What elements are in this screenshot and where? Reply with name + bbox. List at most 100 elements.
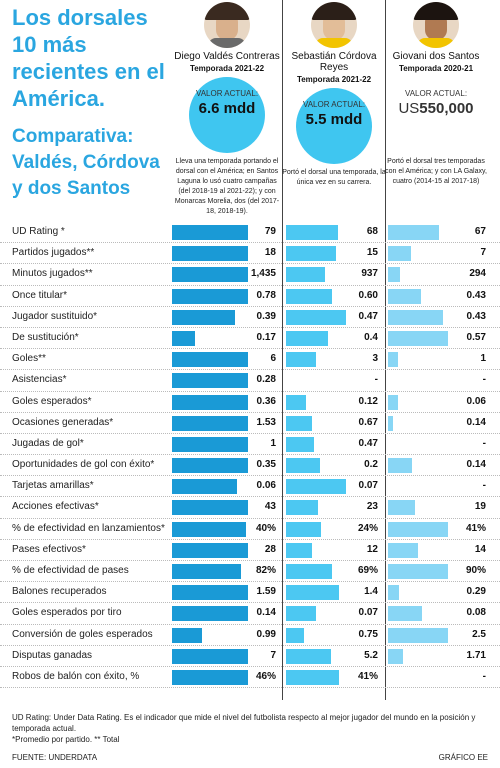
- value-valdes: 0.06: [256, 480, 276, 492]
- table-row: Jugador sustituido* 0.39 0.47 0.43: [0, 307, 500, 328]
- shirt: [417, 38, 455, 48]
- player-photo: [311, 2, 357, 48]
- bar-cordova: [286, 669, 340, 685]
- bar-valdes: [172, 500, 248, 516]
- bar-dossantos: [388, 415, 394, 431]
- stats-table: UD Rating * 79 68 67 Partidos jugados** 18 15 7…: [0, 222, 500, 689]
- bar-cordova: [286, 648, 331, 664]
- bar-dossantos: [388, 564, 448, 579]
- bar-cordova: [286, 606, 316, 622]
- row-label: Once titular*: [12, 289, 68, 301]
- value-valdes: 6: [270, 353, 276, 365]
- value-cordova: 1.4: [364, 586, 378, 598]
- value-dossantos: -: [482, 374, 486, 386]
- bar-valdes: [172, 225, 248, 240]
- bar-dossantos: [388, 542, 418, 558]
- value-bubble: VALOR ACTUAL: 6.6 mdd: [189, 77, 265, 153]
- bar-dossantos: [388, 309, 443, 325]
- bar-dossantos: [388, 246, 412, 262]
- bar-dossantos: [388, 500, 415, 516]
- row-label: Goles esperados*: [12, 395, 92, 407]
- value-amount: 5.5 mdd: [305, 111, 363, 128]
- value-dossantos: 14: [474, 543, 486, 555]
- table-row: Oportunidades de gol con éxito* 0.35 0.2 0.…: [0, 455, 500, 477]
- bar-cordova: [286, 330, 329, 346]
- bar-cordova: [286, 500, 319, 516]
- value-dossantos: 0.43: [466, 310, 486, 322]
- bar-dossantos: [388, 458, 412, 474]
- row-label: Disputas ganadas: [12, 649, 93, 661]
- value-valdes: 0.99: [256, 628, 276, 640]
- value-cordova: 68: [366, 226, 378, 237]
- value-dossantos: 7: [480, 247, 486, 259]
- value-label: VALOR ACTUAL:: [195, 89, 259, 98]
- row-label: Oportunidades de gol con éxito*: [12, 459, 155, 471]
- column-separator: [385, 0, 386, 700]
- table-row: Ocasiones generadas* 1.53 0.67 0.14: [0, 413, 500, 434]
- row-label: % de efectividad de pases: [12, 565, 129, 576]
- row-label: Minutos jugados**: [12, 268, 93, 280]
- value-dossantos: 2.5: [472, 628, 486, 640]
- value-valdes: 0.78: [256, 289, 276, 301]
- value-cordova: 0.12: [358, 395, 378, 407]
- value-dossantos: 0.43: [466, 289, 486, 301]
- row-label: Conversión de goles esperados: [12, 628, 153, 640]
- row-label: Jugadas de gol*: [12, 437, 84, 449]
- table-row: Jugadas de gol* 1 0.47 -: [0, 434, 500, 456]
- value-dossantos: 0.06: [466, 395, 486, 407]
- row-label: Partidos jugados**: [12, 247, 95, 259]
- table-row: Minutos jugados** 1,435 937 294: [0, 264, 500, 286]
- value-prefix: US: [398, 100, 420, 117]
- value-valdes: 0.39: [256, 310, 276, 322]
- value-valdes: 82%: [255, 565, 276, 576]
- table-row: Once titular* 0.78 0.60 0.43: [0, 286, 500, 307]
- hair: [413, 2, 459, 20]
- value-cordova: 0.07: [358, 607, 378, 619]
- value-valdes: 1,435: [250, 268, 276, 280]
- value-valdes: 40%: [255, 522, 276, 534]
- shirt: [315, 38, 353, 48]
- source: FUENTE: UNDERDATA: [12, 753, 98, 762]
- player-card-cordova: Sebastián Córdova Reyes Temporada 2021-2…: [279, 2, 389, 188]
- value-valdes: 28: [264, 543, 276, 555]
- table-row: Tarjetas amarillas* 0.06 0.07 -: [0, 476, 500, 498]
- bar-valdes: [172, 394, 248, 410]
- value-cordova: 12: [366, 543, 378, 555]
- player-photo: [413, 2, 459, 48]
- value-dossantos: 1: [480, 353, 486, 365]
- shirt: [208, 38, 246, 48]
- bar-valdes: [172, 648, 248, 664]
- value-number: 550,000: [419, 100, 474, 117]
- value-valdes: 46%: [255, 670, 276, 682]
- table-row: De sustitución* 0.17 0.4 0.57: [0, 328, 500, 350]
- value-valdes: 1.53: [256, 416, 276, 428]
- value-label: VALOR ACTUAL:: [302, 100, 366, 109]
- bar-cordova: [286, 225, 338, 240]
- bar-valdes: [172, 288, 248, 304]
- player-photo: [204, 2, 250, 48]
- bar-cordova: [286, 627, 304, 643]
- row-label: Tarjetas amarillas*: [12, 480, 94, 492]
- value-cordova: 41%: [357, 670, 378, 682]
- value-dossantos: 1.71: [466, 649, 486, 661]
- bar-dossantos: [388, 225, 439, 240]
- value-cordova: 3: [372, 353, 378, 365]
- row-label: Acciones efectivas*: [12, 501, 99, 513]
- bar-cordova: [286, 246, 336, 262]
- value-cordova: -: [374, 374, 378, 386]
- bar-cordova: [286, 352, 316, 368]
- value-amount: 6.6 mdd: [198, 100, 256, 117]
- bar-dossantos: [388, 330, 448, 346]
- table-row: Goles esperados por tiro 0.14 0.07 0.08: [0, 603, 500, 625]
- bar-cordova: [286, 521, 322, 537]
- value-valdes: 0.17: [256, 331, 276, 343]
- bar-valdes: [172, 542, 248, 558]
- row-label: Ocasiones generadas*: [12, 416, 114, 428]
- value-dossantos: 19: [474, 501, 486, 513]
- page-title: Los dorsales 10 más recientes en el Amér…: [12, 5, 165, 111]
- bar-cordova: [286, 288, 333, 304]
- title-block: Los dorsales 10 más recientes en el Amér…: [12, 4, 172, 202]
- table-row: Partidos jugados** 18 15 7: [0, 243, 500, 265]
- value-cordova: 0.2: [364, 459, 378, 471]
- value-valdes: 43: [264, 501, 276, 513]
